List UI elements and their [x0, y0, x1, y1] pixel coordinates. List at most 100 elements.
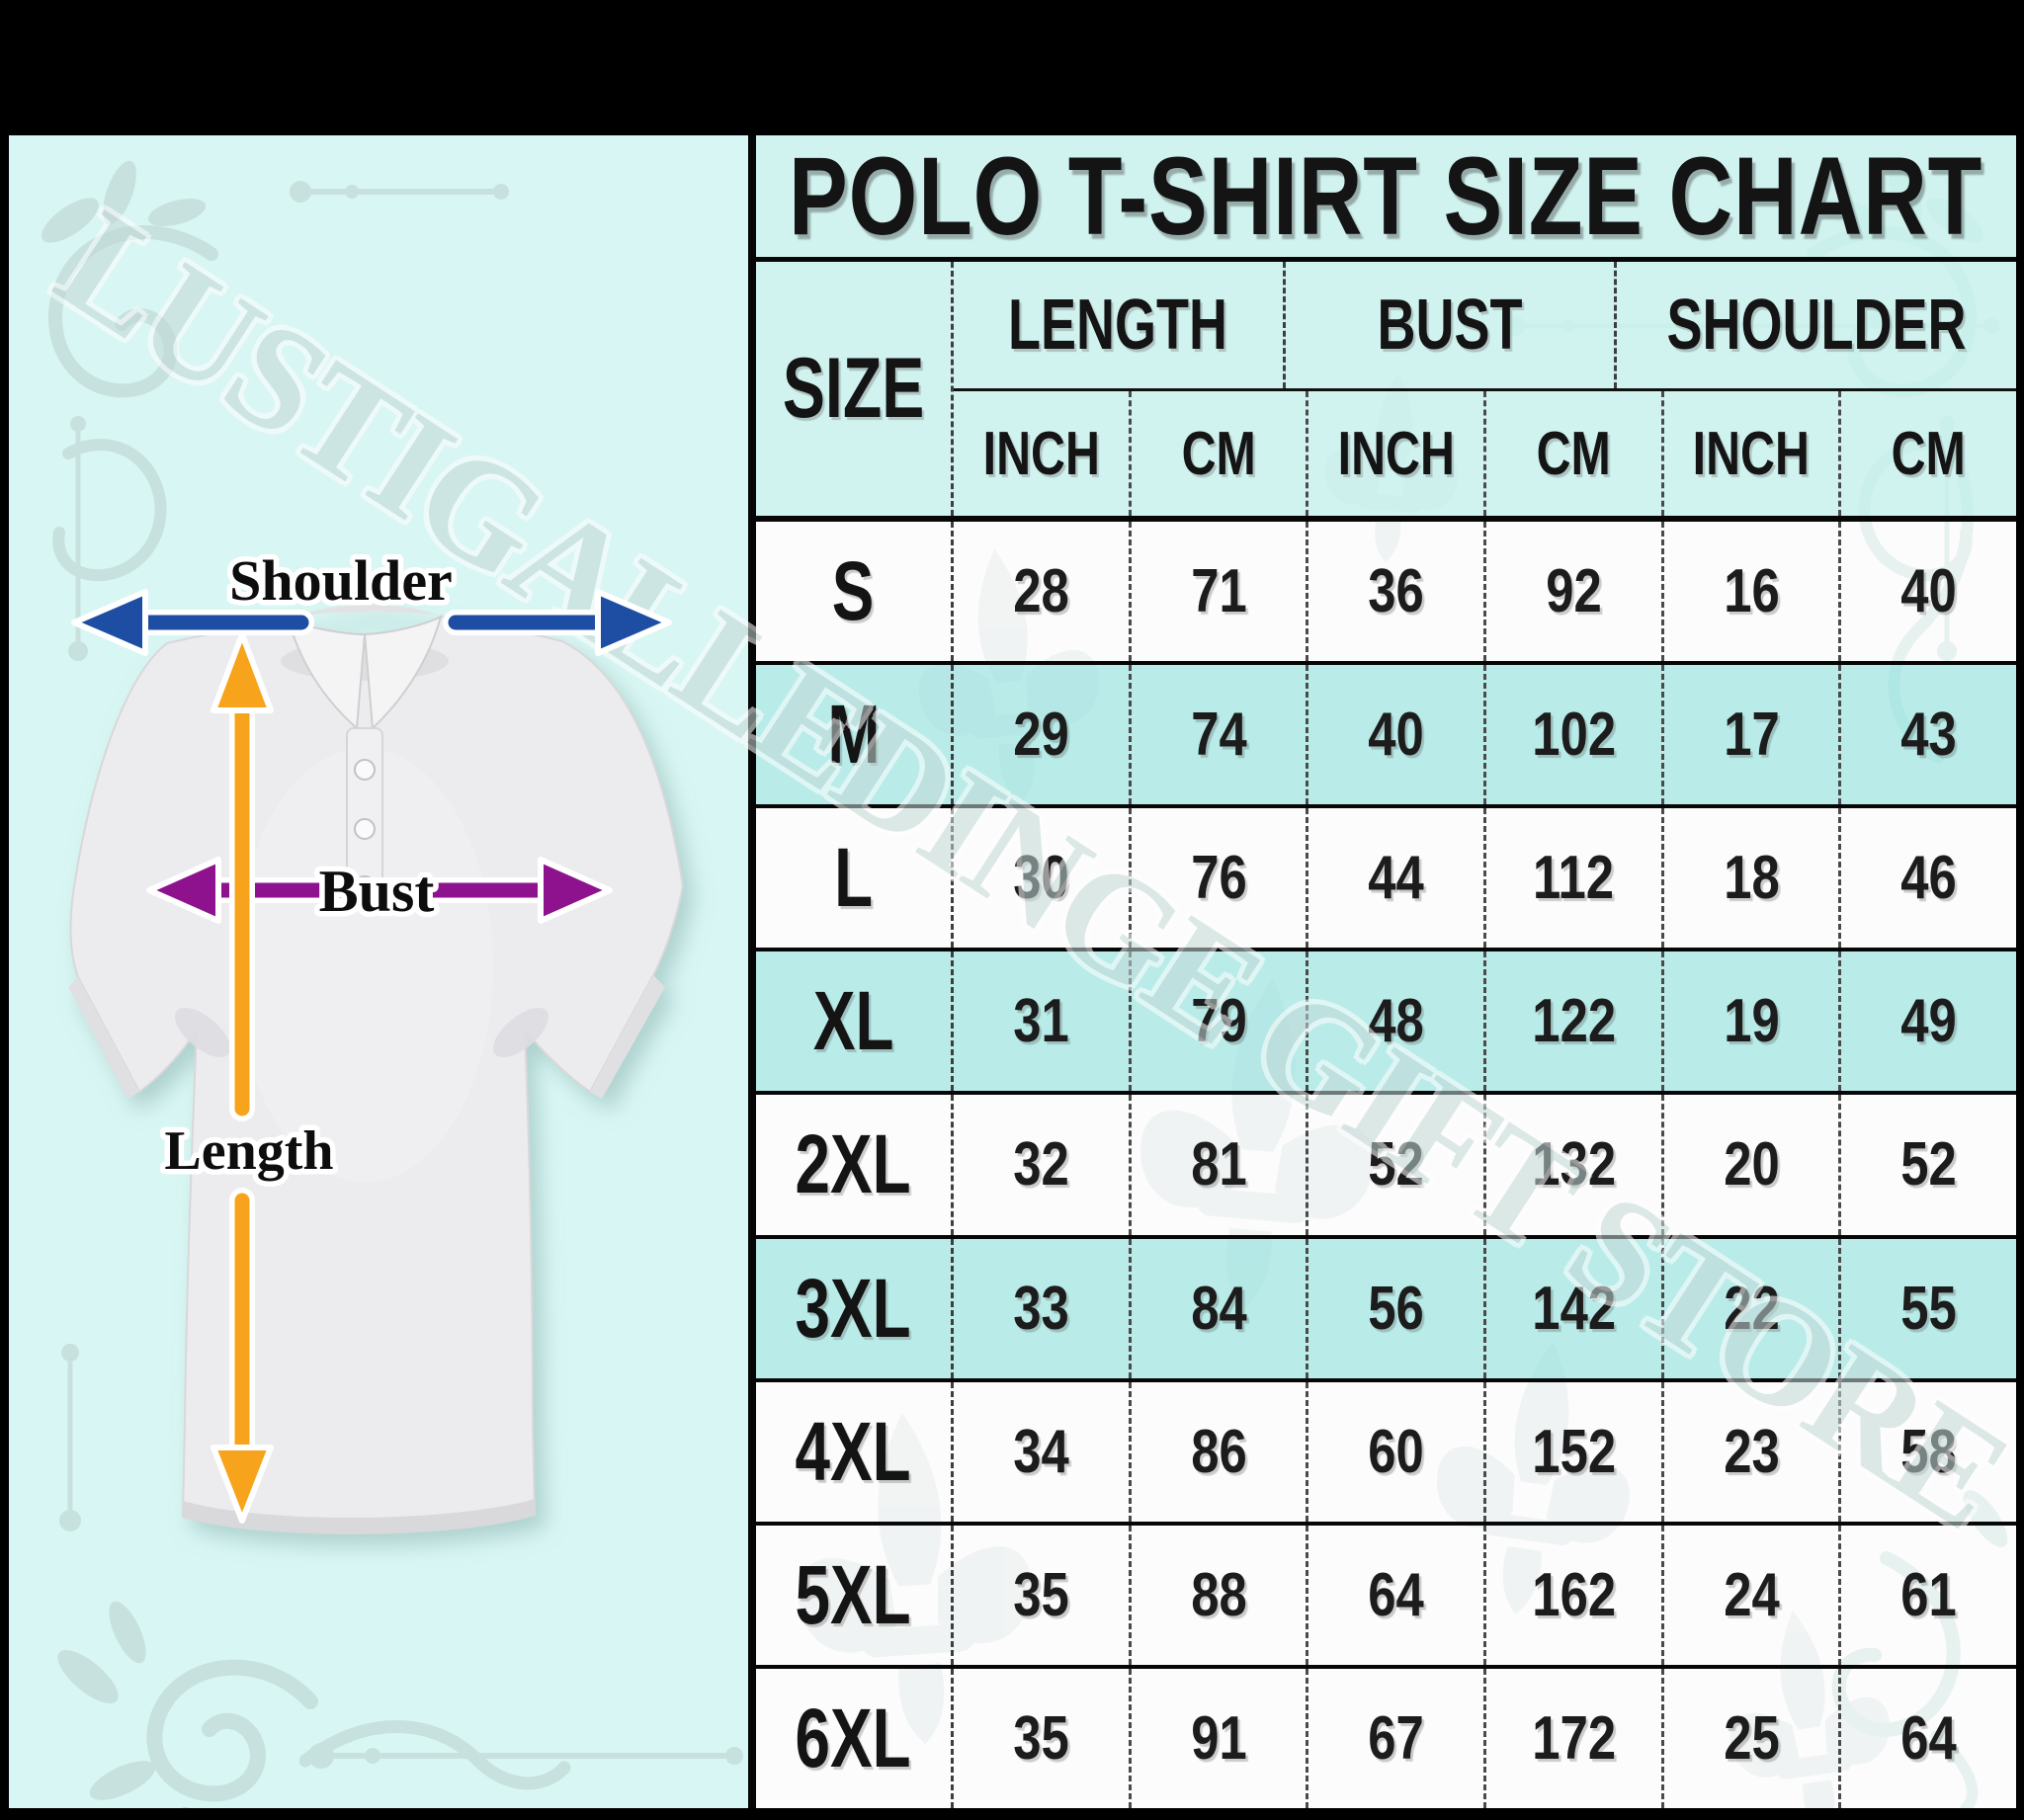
value-cell: 58: [1838, 1381, 2016, 1522]
value-cell: 112: [1483, 808, 1661, 949]
value-cell: 46: [1838, 808, 2016, 949]
value-cell: 79: [1128, 951, 1307, 1092]
value-cell: 52: [1838, 1095, 2016, 1235]
value-cell: 40: [1838, 522, 2016, 662]
value-cell: 32: [1013, 1130, 1069, 1200]
value-cell: 28: [1013, 557, 1069, 626]
value-cell: 74: [1128, 665, 1307, 805]
table-title: POLO T-SHIRT SIZE CHART: [756, 135, 2016, 262]
value-cell: 22: [1660, 1238, 1839, 1378]
value-cell: 35: [1013, 1703, 1069, 1773]
size-cell: 4XL: [756, 1381, 954, 1522]
length-label: Length: [164, 1120, 333, 1182]
value-cell: 43: [1838, 665, 2016, 805]
value-cell: 40: [1306, 665, 1483, 805]
bust-label: Bust: [319, 859, 435, 924]
corner-flourish-bottom-left: [57, 1344, 743, 1808]
unit-header: CM: [1483, 391, 1661, 516]
value-cell: 36: [1306, 522, 1483, 662]
content-area: POLO T-SHIRT SIZE CHART SIZE LENGTH BUST…: [9, 135, 2016, 1808]
value-cell: 76: [1128, 808, 1307, 949]
value-cell: 152: [1483, 1381, 1661, 1522]
size-cell: S: [756, 522, 954, 662]
measure-group-row: LENGTH BUST SHOULDER: [954, 262, 2016, 391]
value-cell: 64: [1306, 1525, 1483, 1665]
value-cell: 162: [1483, 1525, 1661, 1665]
unit-header-row: INCH CM INCH CM INCH CM: [954, 391, 2016, 516]
unit-header: CM: [1128, 391, 1307, 516]
value-cell: 48: [1306, 951, 1483, 1092]
value-cell: 88: [1128, 1525, 1307, 1665]
value-cell: 49: [1838, 951, 2016, 1092]
value-cell: 172: [1483, 1668, 1661, 1808]
shoulder-label: Shoulder: [229, 548, 453, 613]
unit-header: INCH: [1306, 391, 1483, 516]
value-cell: 16: [1660, 522, 1839, 662]
length-arrow: [211, 631, 274, 1524]
value-cell: 81: [1128, 1095, 1307, 1235]
value-cell: 102: [1483, 665, 1661, 805]
size-cell: L: [756, 808, 954, 949]
value-cell: 33: [1013, 1274, 1069, 1343]
size-table: POLO T-SHIRT SIZE CHART SIZE LENGTH BUST…: [748, 135, 2016, 1808]
shoulder-arrow: [71, 589, 672, 656]
polo-shirt-image: [68, 605, 685, 1534]
value-cell: 84: [1128, 1238, 1307, 1378]
size-cell: M: [756, 665, 954, 805]
size-cell: 6XL: [756, 1668, 954, 1808]
shoulder-group-header: SHOULDER: [1614, 262, 2016, 388]
unit-header: INCH: [982, 419, 1100, 488]
value-cell: 55: [1838, 1238, 2016, 1378]
size-cell: 2XL: [756, 1095, 954, 1235]
table-row: M 29 74 40 102 17 43: [756, 661, 2016, 805]
table-header: SIZE LENGTH BUST SHOULDER INCH CM INCH C…: [756, 262, 2016, 522]
value-cell: 18: [1660, 808, 1839, 949]
size-cell: 5XL: [756, 1525, 954, 1665]
value-cell: 24: [1660, 1525, 1839, 1665]
value-cell: 30: [1013, 844, 1069, 913]
unit-header: INCH: [1660, 391, 1839, 516]
table-row: 6XL 35 91 67 172 25 64: [756, 1664, 2016, 1808]
unit-header: CM: [1838, 391, 2016, 516]
bust-group-header: BUST: [1282, 262, 1615, 388]
length-group-header: LENGTH: [1008, 286, 1228, 365]
value-cell: 20: [1660, 1095, 1839, 1235]
value-cell: 34: [1013, 1417, 1069, 1486]
value-cell: 52: [1306, 1095, 1483, 1235]
value-cell: 132: [1483, 1095, 1661, 1235]
bust-arrow: [146, 857, 613, 924]
table-row: XL 31 79 48 122 19 49: [756, 948, 2016, 1092]
table-row: 2XL 32 81 52 132 20 52: [756, 1091, 2016, 1235]
table-row: S 28 71 36 92 16 40: [756, 522, 2016, 662]
value-cell: 142: [1483, 1238, 1661, 1378]
table-row: 5XL 35 88 64 162 24 61: [756, 1521, 2016, 1665]
value-cell: 35: [1013, 1560, 1069, 1629]
value-cell: 67: [1306, 1668, 1483, 1808]
value-cell: 122: [1483, 951, 1661, 1092]
value-cell: 23: [1660, 1381, 1839, 1522]
value-cell: 61: [1838, 1525, 2016, 1665]
value-cell: 64: [1838, 1668, 2016, 1808]
value-cell: 92: [1483, 522, 1661, 662]
value-cell: 19: [1660, 951, 1839, 1092]
table-row: 4XL 34 86 60 152 23 58: [756, 1377, 2016, 1522]
size-column-header: SIZE: [756, 262, 954, 516]
value-cell: 25: [1660, 1668, 1839, 1808]
size-cell: 3XL: [756, 1238, 954, 1378]
value-cell: 56: [1306, 1238, 1483, 1378]
value-cell: 86: [1128, 1381, 1307, 1522]
table-title-text: POLO T-SHIRT SIZE CHART: [789, 135, 1983, 258]
table-body: S 28 71 36 92 16 40 M 29 74 40 102 17 43…: [756, 522, 2016, 1808]
table-row: L 30 76 44 112 18 46: [756, 804, 2016, 949]
value-cell: 44: [1306, 808, 1483, 949]
table-row: 3XL 33 84 56 142 22 55: [756, 1234, 2016, 1378]
value-cell: 17: [1660, 665, 1839, 805]
value-cell: 31: [1013, 987, 1069, 1056]
size-cell: XL: [756, 951, 954, 1092]
value-cell: 71: [1128, 522, 1307, 662]
value-cell: 29: [1013, 701, 1069, 770]
value-cell: 91: [1128, 1668, 1307, 1808]
measurement-diagram: Shoulder Bust Length: [9, 135, 748, 1808]
value-cell: 60: [1306, 1381, 1483, 1522]
